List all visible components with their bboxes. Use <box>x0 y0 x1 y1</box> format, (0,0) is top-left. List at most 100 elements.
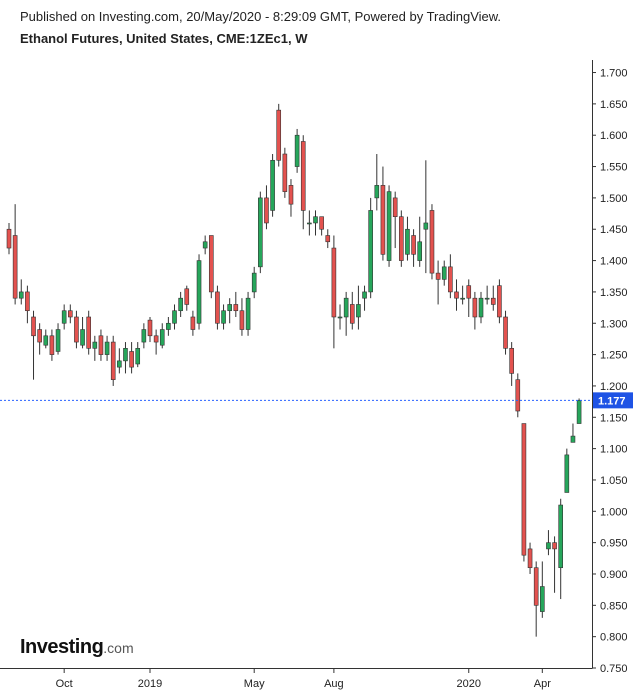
x-tick-label: 2019 <box>138 678 162 690</box>
candle <box>110 335 116 386</box>
candle-body-up <box>178 297 183 312</box>
chart-title: Ethanol Futures, United States, CME:1ZEc… <box>20 31 308 46</box>
y-tick-label: 1.400 <box>600 256 628 268</box>
candle <box>92 335 98 361</box>
candle-body-up <box>196 260 202 324</box>
candle-body-up <box>576 400 582 424</box>
candle <box>61 304 67 330</box>
candle-body-down <box>276 109 282 161</box>
candle <box>18 279 24 305</box>
candle <box>104 335 110 361</box>
candle-body-down <box>68 310 73 318</box>
y-tick-label: 1.600 <box>600 130 628 142</box>
candle <box>356 285 361 330</box>
candle-body-down <box>300 141 306 211</box>
candle-body-down <box>472 297 478 318</box>
candle-body-down <box>12 235 18 299</box>
y-tick-label: 1.200 <box>600 381 628 393</box>
candle-body-down <box>264 197 269 224</box>
candle-body-down <box>86 316 91 349</box>
candle <box>49 329 55 361</box>
candle-body-down <box>380 185 386 255</box>
candle-body-up <box>245 297 251 330</box>
candle-body-down <box>319 216 324 230</box>
candle <box>380 166 386 261</box>
candle <box>503 310 508 355</box>
y-tick-label: 1.100 <box>600 444 628 456</box>
y-tick-label: 1.450 <box>600 224 628 236</box>
candle-body-down <box>349 304 355 324</box>
x-tick-label: Aug <box>324 678 344 690</box>
candle <box>374 154 380 211</box>
candle-body-down <box>509 348 514 374</box>
candle <box>12 204 18 305</box>
candle-body-up <box>570 435 576 443</box>
candle-body-down <box>411 235 416 255</box>
candle-body-down <box>74 316 79 343</box>
candle-body-up <box>417 241 423 261</box>
candle-body-up <box>227 304 232 312</box>
candle <box>184 285 190 311</box>
logo-wordmark: Investing <box>20 636 104 658</box>
candle <box>31 310 36 380</box>
candle-body-down <box>6 228 12 249</box>
candle <box>135 342 141 368</box>
candle <box>466 279 472 317</box>
candle-body-down <box>129 351 134 368</box>
candle <box>153 329 159 355</box>
candle <box>405 216 410 261</box>
candle <box>368 197 373 299</box>
y-tick-label: 1.500 <box>600 193 628 205</box>
candle <box>294 128 300 173</box>
y-tick-label: 1.150 <box>600 412 628 424</box>
candle-body-down <box>325 235 331 243</box>
candle-body-up <box>478 297 484 318</box>
candle-body-down <box>454 291 459 299</box>
candle <box>43 329 49 349</box>
y-tick-label: 1.650 <box>600 99 628 111</box>
candle <box>515 373 521 418</box>
candle <box>233 291 239 317</box>
candle-body-down <box>515 379 521 412</box>
candle-body-up <box>356 304 361 318</box>
candle <box>325 229 331 249</box>
candle <box>208 235 214 299</box>
candle-body-up <box>307 222 312 225</box>
candle-body-up <box>159 329 165 346</box>
candle <box>245 291 251 336</box>
candle-body-down <box>552 542 557 550</box>
candle <box>141 323 147 349</box>
logo-suffix: .com <box>103 640 134 656</box>
candle <box>521 423 527 562</box>
candle-body-down <box>37 329 42 343</box>
candle <box>454 279 459 311</box>
candle <box>190 310 196 336</box>
x-tick-label: Apr <box>534 678 551 690</box>
candle-body-down <box>399 216 404 261</box>
candle-body-up <box>546 542 551 550</box>
candle-body-down <box>497 285 502 318</box>
candle <box>497 279 502 324</box>
candle-body-down <box>521 423 527 556</box>
candle <box>166 316 171 336</box>
candle-body-up <box>55 329 61 352</box>
candle-body-up <box>441 266 447 280</box>
candle <box>540 561 545 618</box>
candle <box>307 210 312 236</box>
candle <box>227 298 232 324</box>
candle <box>288 179 294 217</box>
candle <box>423 160 429 274</box>
candle <box>221 304 226 330</box>
candle <box>490 285 496 311</box>
candle <box>564 448 570 493</box>
candle <box>129 342 134 374</box>
candle-body-down <box>98 335 104 355</box>
candle <box>558 498 564 600</box>
candle-body-down <box>190 316 196 330</box>
candle-body-up <box>294 134 300 167</box>
candle <box>300 135 306 230</box>
candle-body-down <box>490 297 496 305</box>
candle-body-down <box>49 335 55 355</box>
candle-body-up <box>251 272 257 293</box>
